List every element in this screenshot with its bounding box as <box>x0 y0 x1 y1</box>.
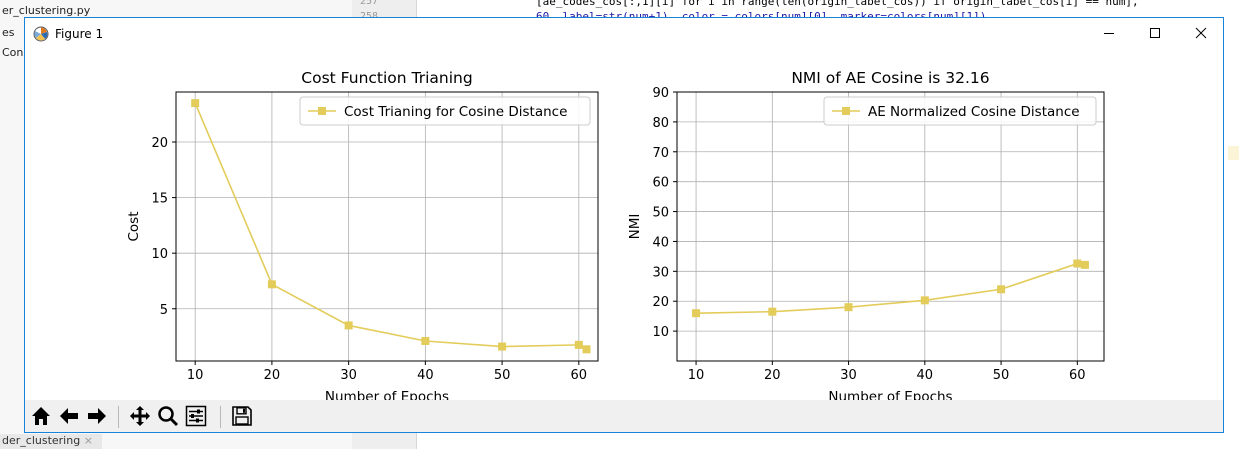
back-button[interactable] <box>57 404 81 428</box>
y-tick-label: 60 <box>652 176 669 191</box>
y-tick-label: 40 <box>652 235 669 250</box>
file-tree-item[interactable]: Cons <box>2 46 30 59</box>
legend-label: Cost Trianing for Cosine Distance <box>344 104 567 120</box>
figure-window: Figure 1 10 20 30 40 50 60 5 10 15 20 Cost Functio… <box>24 17 1224 433</box>
y-tick-label: 90 <box>652 86 669 101</box>
matplotlib-icon <box>33 26 49 42</box>
file-tree-item[interactable]: es <box>2 26 15 39</box>
x-tick-label: 10 <box>688 368 705 383</box>
y-tick-label: 15 <box>151 192 168 207</box>
save-icon <box>232 406 252 426</box>
y-axis-label: NMI <box>627 214 643 240</box>
editor-tab-label: der_clustering <box>2 434 81 447</box>
x-axis-label: Number of Epochs <box>325 389 449 400</box>
chart-title: Cost Function Trianing <box>301 69 472 87</box>
data-point-marker <box>692 309 701 318</box>
legend-label: AE Normalized Cosine Distance <box>868 104 1080 120</box>
y-axis-label: Cost <box>126 211 142 241</box>
file-tree-item[interactable]: er_clustering.py <box>2 4 91 17</box>
minimize-icon <box>1104 33 1114 34</box>
x-tick-label: 10 <box>187 368 204 383</box>
plot-frame <box>676 91 1105 362</box>
y-tick-label: 20 <box>652 295 669 310</box>
maximize-icon <box>1150 28 1160 38</box>
zoom-icon <box>158 406 179 427</box>
data-point-marker <box>768 307 777 316</box>
x-tick-label: 30 <box>340 368 357 383</box>
save-button[interactable] <box>230 404 254 428</box>
y-tick-label: 50 <box>652 206 669 221</box>
x-axis-label: Number of Epochs <box>828 389 952 400</box>
x-tick-label: 60 <box>571 368 588 383</box>
line-number: 257 <box>360 0 379 7</box>
zoom-button[interactable] <box>156 404 180 428</box>
forward-button[interactable] <box>85 404 109 428</box>
close-icon <box>1195 27 1207 39</box>
editor-tab[interactable]: der_clustering × <box>0 434 102 449</box>
data-point-marker <box>997 285 1006 294</box>
y-tick-label: 5 <box>160 303 168 318</box>
y-tick-label: 10 <box>652 325 669 340</box>
x-tick-label: 60 <box>1069 368 1086 383</box>
data-point-marker <box>267 280 276 289</box>
data-point-marker <box>498 342 507 351</box>
window-title: Figure 1 <box>55 27 104 41</box>
y-tick-label: 70 <box>652 146 669 161</box>
maximize-button[interactable] <box>1132 18 1178 48</box>
legend-marker <box>842 107 850 115</box>
x-tick-label: 50 <box>494 368 511 383</box>
data-point-marker <box>574 340 583 349</box>
editor-marker <box>1228 146 1239 160</box>
y-tick-label: 80 <box>652 116 669 131</box>
data-point-marker <box>344 321 353 330</box>
figure-canvas[interactable]: 10 20 30 40 50 60 5 10 15 20 Cost Function Trianin… <box>25 48 1223 400</box>
line-number: 258 <box>360 11 378 22</box>
configure-subplots-icon <box>185 405 207 427</box>
x-tick-label: 50 <box>993 368 1010 383</box>
home-button[interactable] <box>29 404 53 428</box>
toolbar-separator <box>118 406 119 428</box>
legend: AE Normalized Cosine Distance <box>823 96 1097 126</box>
navigation-toolbar <box>25 400 1223 432</box>
data-point-marker <box>1073 259 1082 268</box>
y-tick-label: 20 <box>151 136 168 151</box>
x-tick-label: 30 <box>840 368 857 383</box>
y-tick-label: 10 <box>151 247 168 262</box>
close-button[interactable] <box>1178 18 1224 48</box>
code-line: [ae_codes_cos[:,1][i] for i in range(len… <box>536 0 1139 8</box>
minimize-button[interactable] <box>1086 18 1132 48</box>
chart-2: 10 20 30 40 50 60 10 20 30 40 50 60 70 80 90 NMI of AE … <box>627 69 1105 400</box>
x-tick-label: 20 <box>764 368 781 383</box>
legend-marker <box>318 107 326 115</box>
x-tick-label: 40 <box>917 368 934 383</box>
chart-title: NMI of AE Cosine is 32.16 <box>791 69 989 87</box>
plot-frame <box>175 91 599 362</box>
legend-box <box>299 96 591 126</box>
data-point-marker <box>191 99 200 108</box>
window-titlebar[interactable]: Figure 1 <box>25 18 1223 48</box>
back-arrow-icon <box>60 408 78 424</box>
data-point-marker <box>920 296 929 305</box>
chart-1: 10 20 30 40 50 60 5 10 15 20 Cost Function Trianin… <box>126 69 599 400</box>
data-point-marker <box>421 336 430 345</box>
legend-box <box>823 96 1097 126</box>
y-tick-label: 30 <box>652 265 669 280</box>
x-tick-label: 20 <box>264 368 281 383</box>
x-tick-label: 40 <box>417 368 434 383</box>
legend: Cost Trianing for Cosine Distance <box>299 96 591 126</box>
configure-subplots-button[interactable] <box>184 404 208 428</box>
series-line <box>194 102 587 351</box>
close-tab-icon[interactable]: × <box>83 434 93 447</box>
pan-button[interactable] <box>128 404 152 428</box>
data-point-marker <box>1080 260 1089 269</box>
data-point-marker <box>582 345 591 354</box>
home-icon <box>32 407 50 425</box>
data-point-marker <box>844 303 853 312</box>
pan-icon <box>130 406 150 426</box>
toolbar-separator <box>220 406 221 428</box>
forward-arrow-icon <box>88 408 106 424</box>
